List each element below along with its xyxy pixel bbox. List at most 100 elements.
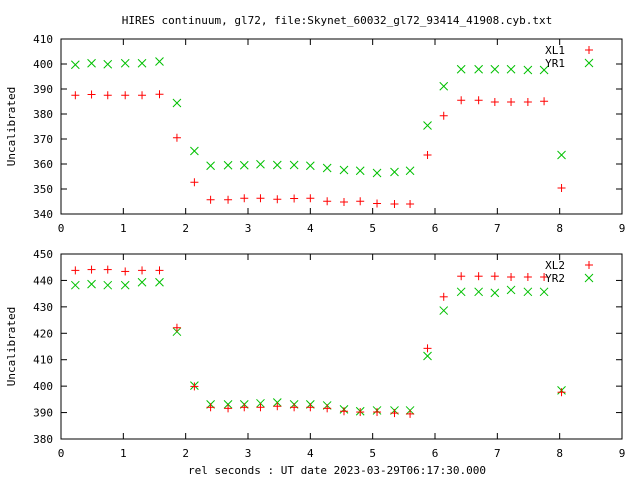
data-point-yr1 bbox=[339, 165, 349, 175]
data-point-yr1 bbox=[405, 166, 415, 176]
y-tick-label: 440 bbox=[33, 274, 53, 287]
data-point-yr1 bbox=[423, 121, 432, 130]
data-point-yr1 bbox=[490, 64, 500, 74]
data-point-yr1 bbox=[372, 168, 382, 178]
data-point-xl1 bbox=[71, 91, 80, 100]
data-point-xl2 bbox=[155, 266, 164, 275]
data-point-yr1 bbox=[223, 160, 233, 170]
x-tick-label: 7 bbox=[494, 222, 501, 235]
data-point-xl2 bbox=[172, 323, 181, 332]
data-point-yr1 bbox=[155, 57, 164, 66]
x-tick-label: 2 bbox=[182, 222, 189, 235]
y-tick-label: 420 bbox=[33, 327, 53, 340]
data-point-xl2 bbox=[71, 266, 80, 275]
data-point-xl2 bbox=[339, 407, 348, 416]
data-point-xl2 bbox=[373, 408, 382, 417]
data-point-yr1 bbox=[523, 65, 533, 75]
x-tick-label: 7 bbox=[494, 447, 501, 460]
data-point-yr1 bbox=[289, 160, 299, 170]
x-tick-label: 4 bbox=[307, 222, 314, 235]
data-point-xl2 bbox=[474, 272, 483, 281]
x-tick-label: 6 bbox=[432, 447, 439, 460]
y-tick-label: 400 bbox=[33, 380, 53, 393]
y-axis-label: Uncalibrated bbox=[5, 307, 18, 386]
data-point-xl1 bbox=[406, 200, 415, 208]
data-point-xl1 bbox=[306, 194, 315, 203]
plot-frame bbox=[60, 38, 623, 215]
data-point-yr2 bbox=[456, 287, 466, 297]
data-point-xl2 bbox=[423, 344, 432, 353]
data-point-xl2 bbox=[240, 403, 249, 412]
data-point-yr2 bbox=[523, 287, 533, 297]
x-tick-label: 5 bbox=[369, 447, 376, 460]
data-point-xl1 bbox=[523, 98, 532, 106]
data-point-yr1 bbox=[70, 60, 80, 70]
data-point-xl2 bbox=[490, 272, 499, 281]
data-point-xl1 bbox=[103, 91, 112, 100]
data-point-yr1 bbox=[355, 166, 365, 176]
data-point-xl1 bbox=[490, 98, 499, 106]
data-point-xl1 bbox=[240, 194, 249, 203]
y-tick-label: 390 bbox=[33, 407, 53, 420]
data-point-xl1 bbox=[390, 200, 399, 208]
data-point-xl1 bbox=[439, 111, 448, 120]
x-tick-label: 3 bbox=[245, 447, 252, 460]
y-tick-label: 340 bbox=[33, 208, 53, 221]
data-point-yr2 bbox=[155, 277, 164, 287]
data-point-xl1 bbox=[290, 194, 299, 203]
x-tick-label: 2 bbox=[182, 447, 189, 460]
y-tick-label: 370 bbox=[33, 133, 53, 146]
data-point-yr2 bbox=[87, 279, 96, 289]
data-point-yr2 bbox=[506, 285, 516, 295]
data-point-xl1 bbox=[155, 90, 164, 99]
data-point-xl2 bbox=[206, 403, 215, 412]
data-point-xl2 bbox=[190, 382, 199, 391]
legend-label-xl1: XL1 bbox=[545, 44, 565, 57]
data-point-yr1 bbox=[322, 163, 332, 173]
y-tick-label: 360 bbox=[33, 158, 53, 171]
data-point-xl2 bbox=[457, 272, 466, 281]
data-point-yr1 bbox=[557, 150, 566, 160]
x-tick-label: 1 bbox=[120, 222, 127, 235]
data-point-yr1 bbox=[456, 64, 466, 74]
legend-marker-xl1 bbox=[585, 46, 593, 54]
x-tick-label: 8 bbox=[556, 222, 563, 235]
data-point-xl1 bbox=[138, 91, 147, 100]
data-point-xl2 bbox=[273, 402, 282, 411]
data-point-yr2 bbox=[474, 287, 483, 297]
data-point-xl2 bbox=[224, 404, 233, 413]
data-point-xl1 bbox=[356, 197, 365, 206]
data-point-yr1 bbox=[103, 59, 113, 69]
data-point-xl2 bbox=[290, 403, 299, 412]
data-point-xl2 bbox=[356, 408, 365, 417]
data-point-yr2 bbox=[423, 351, 432, 361]
data-point-xl2 bbox=[121, 267, 130, 276]
data-point-xl1 bbox=[457, 96, 466, 105]
data-point-xl1 bbox=[190, 178, 199, 187]
y-tick-label: 410 bbox=[33, 33, 53, 46]
data-point-yr1 bbox=[474, 64, 483, 74]
legend-label-yr1: YR1 bbox=[545, 57, 565, 70]
data-point-xl2 bbox=[507, 272, 516, 281]
legend-marker-yr1 bbox=[584, 58, 594, 68]
data-point-xl1 bbox=[87, 90, 96, 99]
data-point-yr1 bbox=[172, 98, 182, 108]
plot-frame bbox=[60, 253, 623, 440]
lower-plot-panel: 0 1 2 3 4 5 6 7 8 9 380 390 400 410 420 430 440 450 Uncali… bbox=[5, 248, 625, 460]
data-point-xl2 bbox=[557, 388, 566, 397]
x-tick-label: 0 bbox=[58, 222, 65, 235]
data-point-xl2 bbox=[390, 409, 399, 418]
data-point-xl1 bbox=[256, 194, 265, 203]
data-point-xl2 bbox=[256, 403, 265, 412]
x-tick-label: 5 bbox=[369, 222, 376, 235]
data-point-xl1 bbox=[121, 91, 130, 100]
y-tick-label: 430 bbox=[33, 301, 53, 314]
y-tick-label: 450 bbox=[33, 248, 53, 261]
x-tick-label: 9 bbox=[619, 222, 626, 235]
data-point-yr2 bbox=[120, 280, 130, 290]
data-point-xl1 bbox=[540, 97, 549, 106]
data-point-xl1 bbox=[507, 98, 516, 106]
data-point-yr2 bbox=[103, 280, 113, 290]
data-point-xl1 bbox=[224, 195, 233, 204]
data-point-xl1 bbox=[373, 199, 382, 208]
